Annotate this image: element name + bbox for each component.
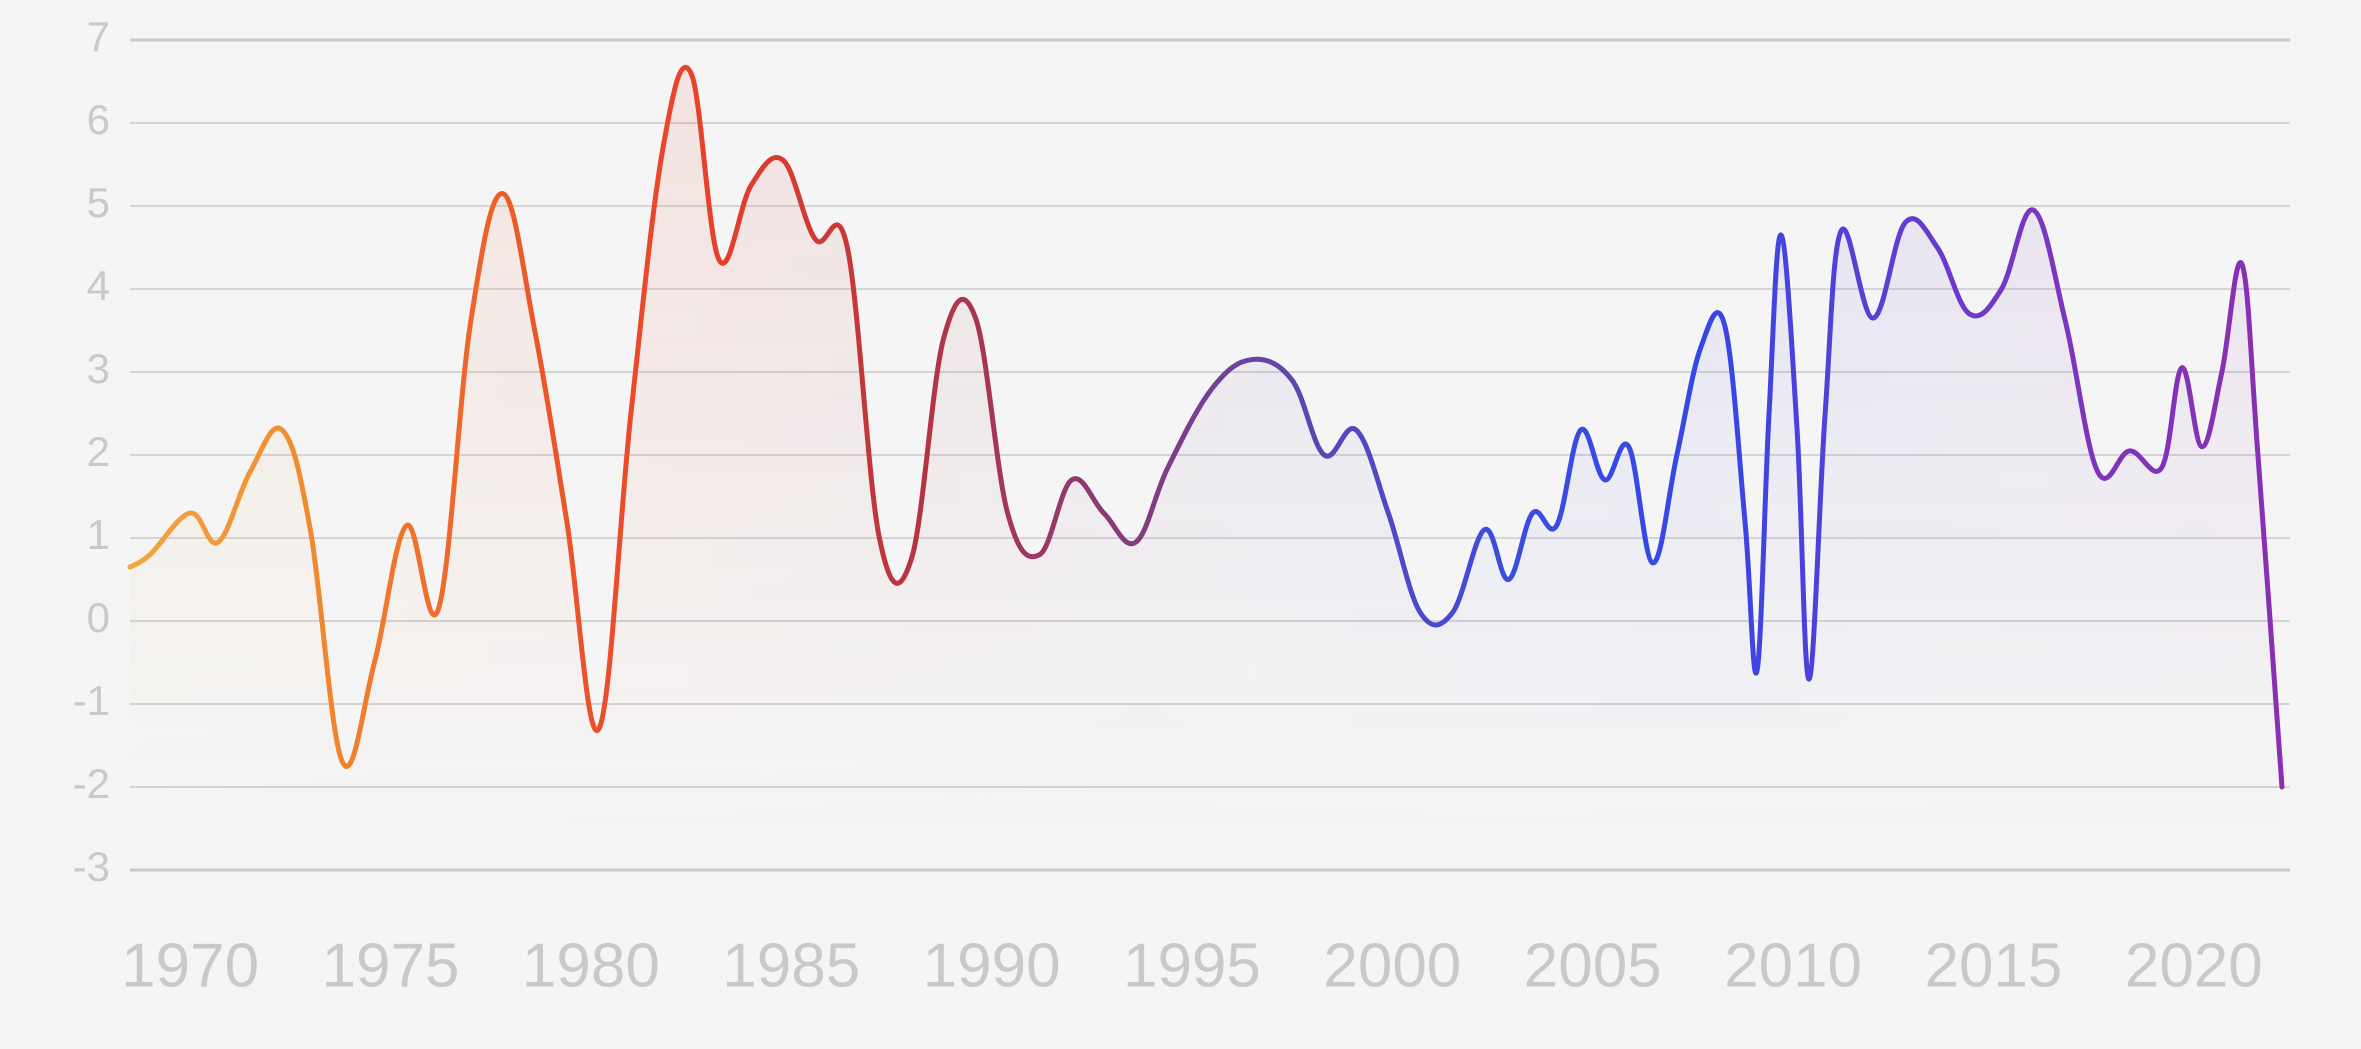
- y-tick-label: 4: [87, 262, 110, 309]
- x-tick-label: 2005: [1524, 931, 1662, 1000]
- y-tick-label: 3: [87, 345, 110, 392]
- x-tick-label: 2015: [1924, 931, 2062, 1000]
- x-tick-label: 1995: [1123, 931, 1261, 1000]
- y-tick-label: -1: [73, 677, 110, 724]
- timeseries-chart: -3 -2 -1 0 1 2 3 4 5 6 7 1970 1975 1980 1985 1990 1995 20…: [0, 0, 2361, 1049]
- y-tick-label: -3: [73, 843, 110, 890]
- y-tick-label: 2: [87, 428, 110, 475]
- x-tick-label: 1990: [923, 931, 1061, 1000]
- x-tick-label: 1985: [722, 931, 860, 1000]
- y-tick-label: 6: [87, 96, 110, 143]
- y-tick-label: 0: [87, 594, 110, 641]
- x-tick-label: 1970: [121, 931, 259, 1000]
- x-axis-labels: 1970 1975 1980 1985 1990 1995 2000 2005 2010 2015…: [121, 931, 2263, 1000]
- x-tick-label: 2010: [1724, 931, 1862, 1000]
- y-tick-label: 5: [87, 179, 110, 226]
- x-tick-label: 1975: [322, 931, 460, 1000]
- x-tick-label: 1980: [522, 931, 660, 1000]
- y-tick-label: -2: [73, 760, 110, 807]
- x-tick-label: 2020: [2125, 931, 2263, 1000]
- x-tick-label: 2000: [1323, 931, 1461, 1000]
- y-tick-label: 7: [87, 13, 110, 60]
- y-tick-label: 1: [87, 511, 110, 558]
